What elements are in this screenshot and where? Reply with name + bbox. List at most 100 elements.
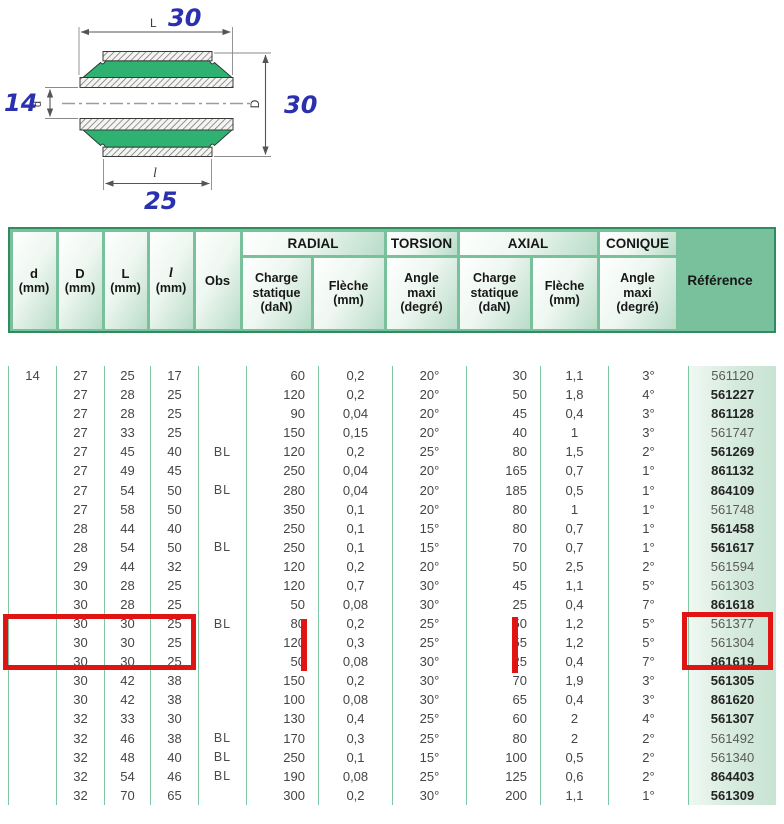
table-cell-L: 54 <box>104 480 150 500</box>
table-cell-radial_charge: 120 <box>246 556 318 576</box>
column-header-l: l (mm) <box>149 231 193 329</box>
table-cell-l: 25 <box>150 614 198 634</box>
table-cell-axial_charge: 25 <box>466 652 540 672</box>
header-label: d <box>30 265 38 281</box>
table-cell-l: 40 <box>150 747 198 767</box>
table-cell-conique_angle: 3° <box>608 690 688 710</box>
table-cell-torsion_angle: 30° <box>392 652 466 672</box>
table-cell-reference: 561340 <box>688 747 776 767</box>
table-cell-d <box>8 442 56 462</box>
table-cell-L: 28 <box>104 594 150 615</box>
subheader-conique-angle: Angle maxi (degré) <box>599 257 676 329</box>
table-cell-d <box>8 499 56 519</box>
table-cell-d <box>8 594 56 615</box>
table-cell-radial_fleche: 0,1 <box>318 537 392 557</box>
table-cell-D: 30 <box>56 671 104 691</box>
table-cell-D: 30 <box>56 690 104 710</box>
table-cell-radial_charge: 170 <box>246 728 318 748</box>
dim-value-l: 25 <box>144 187 177 215</box>
subheader-axial-charge: Charge statique (daN) <box>459 257 530 329</box>
dim-label-l: l <box>153 166 157 181</box>
table-cell-obs <box>198 652 246 672</box>
table-cell-torsion_angle: 15° <box>392 518 466 538</box>
header-label: l <box>169 265 173 281</box>
table-cell-axial_charge: 60 <box>466 709 540 729</box>
table-cell-L: 33 <box>104 709 150 729</box>
table-cell-L: 48 <box>104 747 150 767</box>
table-cell-axial_fleche: 1,2 <box>540 614 608 634</box>
table-cell-reference: 561377 <box>688 614 776 634</box>
table-cell-D: 30 <box>56 594 104 615</box>
dim-value-D: 30 <box>284 91 317 119</box>
table-cell-d <box>8 785 56 805</box>
table-cell-torsion_angle: 20° <box>392 499 466 519</box>
table-cell-reference: 861132 <box>688 461 776 481</box>
table-cell-L: 46 <box>104 728 150 748</box>
table-cell-conique_angle: 7° <box>608 652 688 672</box>
table-cell-conique_angle: 4° <box>608 709 688 729</box>
table-cell-obs <box>198 385 246 405</box>
table-cell-reference: 561617 <box>688 537 776 557</box>
table-cell-d <box>8 575 56 595</box>
column-header-obs: Obs <box>195 231 240 329</box>
table-cell-d <box>8 518 56 538</box>
table-cell-obs: BL <box>198 728 246 748</box>
subheader-axial-fleche: Flèche (mm) <box>532 257 597 329</box>
table-cell-D: 28 <box>56 518 104 538</box>
table-cell-radial_charge: 250 <box>246 747 318 767</box>
dim-value-d: 14 <box>4 89 37 117</box>
table-cell-reference: 561309 <box>688 785 776 805</box>
table-cell-d <box>8 556 56 576</box>
table-cell-radial_charge: 60 <box>246 366 318 386</box>
table-cell-conique_angle: 1° <box>608 499 688 519</box>
table-cell-L: 28 <box>104 404 150 424</box>
table-cell-axial_charge: 45 <box>466 575 540 595</box>
table-cell-D: 32 <box>56 709 104 729</box>
table-cell-axial_charge: 55 <box>466 633 540 653</box>
group-header-torsion: TORSION <box>386 231 457 255</box>
table-cell-axial_fleche: 0,7 <box>540 518 608 538</box>
table-cell-obs <box>198 461 246 481</box>
table-cell-radial_fleche: 0,1 <box>318 499 392 519</box>
table-cell-obs <box>198 671 246 691</box>
table-cell-axial_fleche: 1 <box>540 423 608 443</box>
table-cell-axial_charge: 100 <box>466 747 540 767</box>
header-label: L <box>121 265 130 281</box>
table-cell-reference: 561748 <box>688 499 776 519</box>
column-header-L: L (mm) <box>104 231 147 329</box>
table-cell-torsion_angle: 20° <box>392 461 466 481</box>
table-cell-D: 27 <box>56 366 104 386</box>
table-cell-D: 32 <box>56 785 104 805</box>
table-cell-conique_angle: 7° <box>608 594 688 615</box>
table-cell-obs <box>198 518 246 538</box>
table-cell-axial_fleche: 2 <box>540 709 608 729</box>
table-cell-radial_charge: 50 <box>246 652 318 672</box>
table-cell-conique_angle: 3° <box>608 366 688 386</box>
table-cell-axial_fleche: 1,1 <box>540 575 608 595</box>
table-cell-L: 45 <box>104 442 150 462</box>
table-cell-radial_fleche: 0,08 <box>318 652 392 672</box>
dim-label-d: d <box>32 101 44 107</box>
highlight-bar-radial-charge <box>301 619 307 671</box>
table-cell-obs <box>198 404 246 424</box>
table-cell-conique_angle: 1° <box>608 537 688 557</box>
table-cell-L: 44 <box>104 556 150 576</box>
table-cell-conique_angle: 5° <box>608 575 688 595</box>
table-cell-radial_charge: 90 <box>246 404 318 424</box>
table-cell-radial_charge: 80 <box>246 614 318 634</box>
table-cell-axial_fleche: 1,1 <box>540 366 608 386</box>
table-cell-axial_fleche: 0,7 <box>540 537 608 557</box>
table-cell-torsion_angle: 30° <box>392 785 466 805</box>
table-cell-obs <box>198 709 246 729</box>
table-cell-l: 40 <box>150 442 198 462</box>
table-cell-D: 27 <box>56 404 104 424</box>
table-cell-d <box>8 614 56 634</box>
table-cell-axial_charge: 200 <box>466 785 540 805</box>
table-cell-torsion_angle: 20° <box>392 556 466 576</box>
table-cell-obs <box>198 785 246 805</box>
table-cell-d: 14 <box>8 366 56 386</box>
table-cell-D: 27 <box>56 385 104 405</box>
header-unit: (mm) <box>110 280 141 295</box>
table-cell-axial_charge: 125 <box>466 766 540 786</box>
table-cell-radial_fleche: 0,3 <box>318 728 392 748</box>
